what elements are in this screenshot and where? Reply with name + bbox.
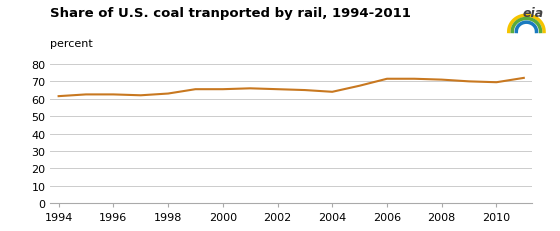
Text: percent: percent [50,39,93,49]
Text: eia: eia [522,7,543,20]
Text: Share of U.S. coal tranported by rail, 1994-2011: Share of U.S. coal tranported by rail, 1… [50,7,411,20]
